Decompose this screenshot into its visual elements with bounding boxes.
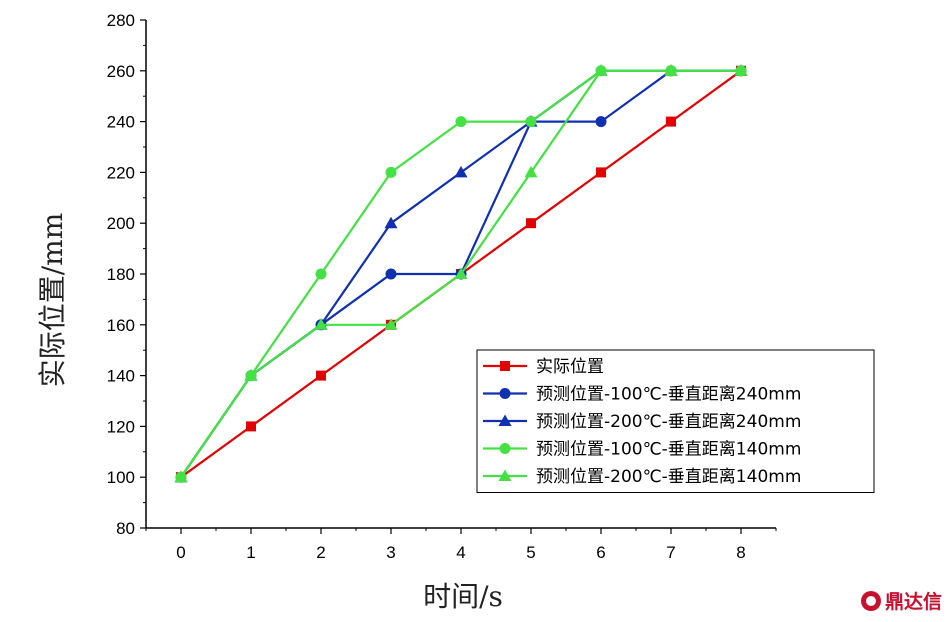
data-point xyxy=(455,116,467,128)
y-tick-label: 80 xyxy=(116,519,135,538)
data-point xyxy=(526,218,536,229)
y-tick-label: 100 xyxy=(107,468,135,487)
ticks: 80 100 120 140 160 180 200 220 240 260 280 0 1 2 3 4 5 6 7… xyxy=(107,11,777,562)
y-tick-label: 220 xyxy=(107,163,135,182)
data-point xyxy=(454,165,468,178)
data-point xyxy=(524,165,538,178)
x-tick-label: 1 xyxy=(246,543,255,562)
y-tick-label: 140 xyxy=(107,367,135,386)
legend-label: 预测位置-200℃-垂直距离240mm xyxy=(536,412,801,432)
series-layer xyxy=(174,64,748,483)
legend-label: 预测位置-100℃-垂直距离240mm xyxy=(536,385,801,405)
y-tick-label: 240 xyxy=(107,113,135,132)
data-point xyxy=(314,318,328,330)
data-point xyxy=(385,166,397,178)
data-point xyxy=(384,216,398,229)
data-point xyxy=(594,64,608,76)
x-axis-title: 时间/s xyxy=(423,580,503,613)
data-point xyxy=(596,167,606,178)
data-point xyxy=(174,470,188,483)
x-tick-label: 0 xyxy=(176,543,185,562)
x-tick-label: 3 xyxy=(386,543,395,562)
legend-label: 实际位置 xyxy=(536,357,604,377)
y-tick-label: 200 xyxy=(107,214,135,233)
legend-box xyxy=(476,349,875,493)
data-point xyxy=(666,116,676,127)
data-point xyxy=(316,370,326,381)
y-axis-title: 实际位置/mm xyxy=(36,213,69,388)
data-point xyxy=(595,116,607,128)
y-tick-label: 120 xyxy=(107,417,135,436)
y-tick-label: 260 xyxy=(107,62,135,81)
data-point xyxy=(384,318,398,330)
data-point xyxy=(385,268,397,280)
legend-label: 预测位置-100℃-垂直距离140mm xyxy=(536,440,801,460)
data-point xyxy=(246,421,256,432)
data-point xyxy=(454,267,468,279)
x-tick-label: 7 xyxy=(666,543,675,562)
watermark: 鼎达信 xyxy=(860,587,942,614)
legend-marker xyxy=(500,361,510,371)
data-point xyxy=(734,64,748,76)
x-tick-label: 5 xyxy=(526,543,535,562)
y-tick-label: 160 xyxy=(107,316,135,335)
legend-marker xyxy=(498,414,512,426)
y-tick-label: 180 xyxy=(107,265,135,284)
x-tick-label: 4 xyxy=(456,543,465,562)
data-point xyxy=(244,369,258,381)
legend-marker xyxy=(499,388,511,399)
data-point xyxy=(315,268,327,280)
legend-marker xyxy=(498,469,512,481)
x-tick-label: 8 xyxy=(736,543,745,562)
logo-circle-icon xyxy=(860,590,881,611)
legend-label: 预测位置-200℃-垂直距离140mm xyxy=(536,467,801,487)
legend-marker xyxy=(499,443,511,454)
y-tick-label: 280 xyxy=(107,11,135,30)
x-tick-label: 2 xyxy=(316,543,325,562)
data-point xyxy=(525,116,537,128)
watermark-text: 鼎达信 xyxy=(884,591,942,613)
series-4 xyxy=(174,64,748,483)
x-tick-label: 6 xyxy=(596,543,605,562)
data-point xyxy=(664,64,678,76)
